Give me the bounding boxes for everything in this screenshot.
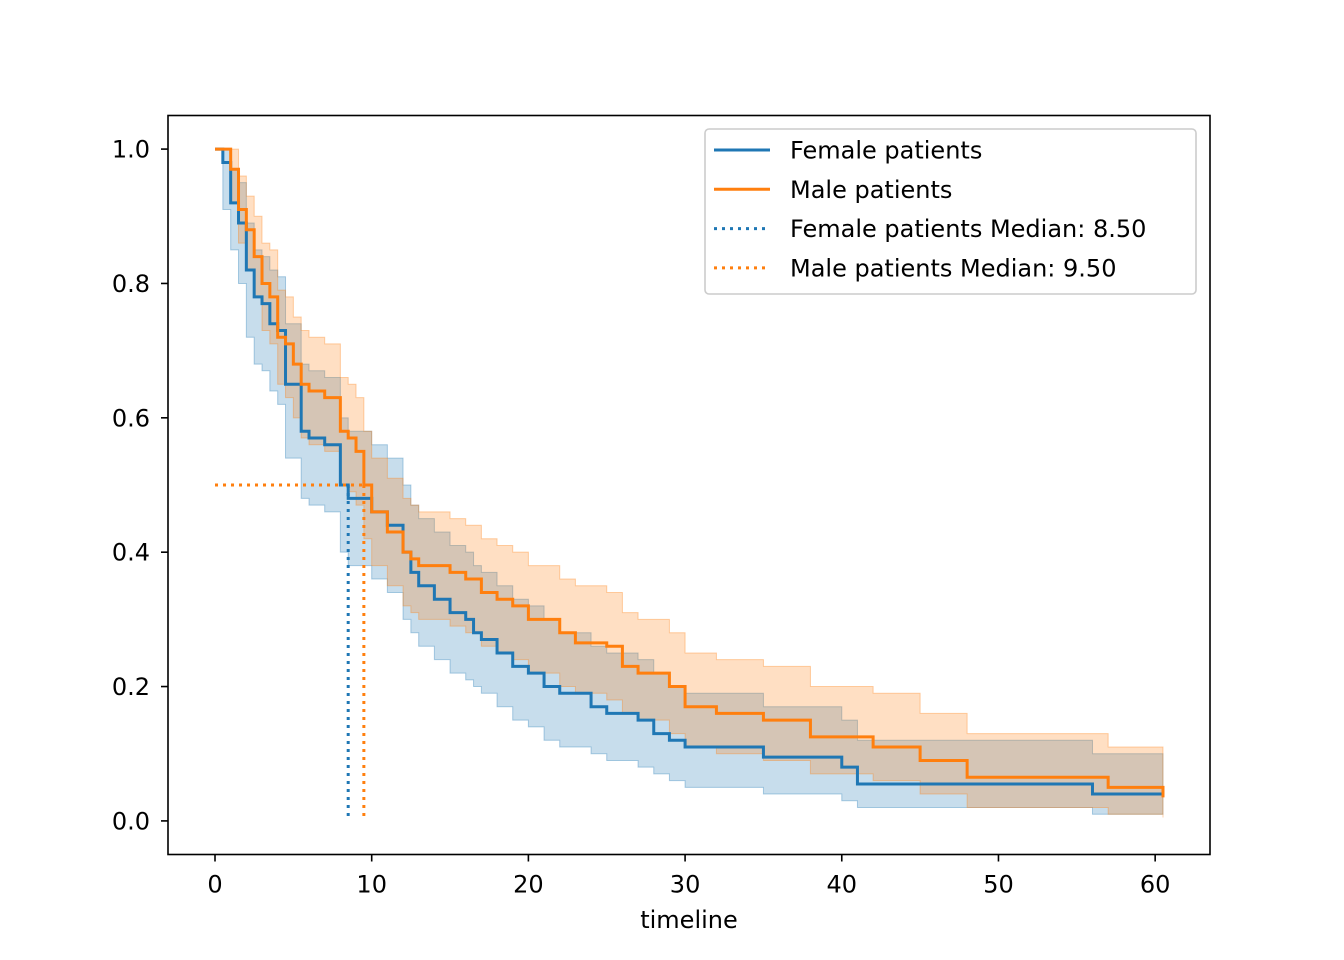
x-tick-label: 40 (827, 871, 858, 899)
y-tick-label: 0.0 (112, 807, 150, 835)
legend-label: Female patients (790, 137, 982, 165)
plot-area (215, 147, 1165, 821)
y-tick-label: 0.2 (112, 673, 150, 701)
legend-label: Female patients Median: 8.50 (790, 215, 1146, 243)
legend-box (704, 128, 1197, 295)
x-tick-label: 60 (1140, 871, 1171, 899)
y-tick-label: 0.4 (112, 539, 150, 567)
x-axis-label: timeline (640, 906, 738, 934)
x-tick-label: 10 (356, 871, 387, 899)
ci-band-0 (215, 148, 1164, 815)
y-tick-label: 0.6 (112, 404, 150, 432)
x-axis: 0 10 20 30 40 50 60 (207, 854, 1171, 899)
survival-line-1 (215, 147, 1165, 798)
legend: Female patients Male patients Female patie… (704, 128, 1197, 295)
y-tick-label: 1.0 (112, 136, 150, 164)
x-tick-label: 50 (983, 871, 1014, 899)
survival-line-0 (215, 147, 1163, 796)
y-tick-label: 0.8 (112, 270, 150, 298)
y-axis: 0.0 0.2 0.4 0.6 0.8 1.0 (112, 136, 168, 835)
legend-label: Male patients (790, 176, 952, 204)
x-tick-label: 20 (513, 871, 544, 899)
x-tick-label: 0 (207, 871, 222, 899)
legend-label: Male patients Median: 9.50 (790, 254, 1116, 282)
plot-frame (167, 114, 1211, 856)
x-tick-label: 30 (670, 871, 701, 899)
